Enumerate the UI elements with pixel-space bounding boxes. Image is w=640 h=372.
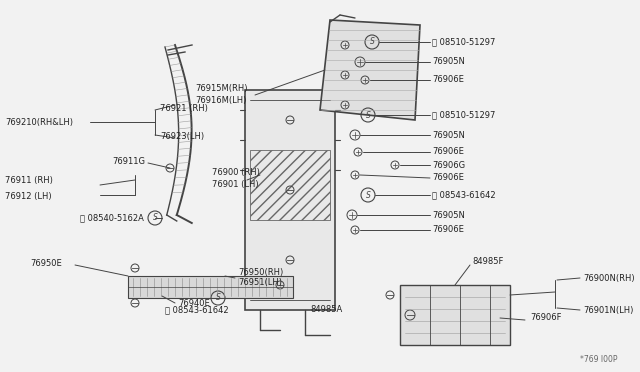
- Text: Ⓢ 08510-51297: Ⓢ 08510-51297: [432, 110, 495, 119]
- Text: Ⓢ 08510-51297: Ⓢ 08510-51297: [432, 38, 495, 46]
- Bar: [250, 150, 330, 220]
- Text: 84985A: 84985A: [310, 305, 342, 314]
- Text: 76906F: 76906F: [530, 314, 561, 323]
- Text: 76950(RH): 76950(RH): [238, 267, 284, 276]
- Bar: [400, 285, 510, 345]
- Text: 76911 (RH): 76911 (RH): [5, 176, 53, 185]
- Text: 76901 (LH): 76901 (LH): [212, 180, 259, 189]
- Text: 76905N: 76905N: [432, 211, 465, 219]
- Bar: [128, 276, 293, 298]
- Text: S: S: [365, 190, 371, 199]
- Text: S: S: [365, 110, 371, 119]
- Text: 76940E: 76940E: [178, 298, 210, 308]
- Text: 76905N: 76905N: [432, 131, 465, 140]
- Text: 76912 (LH): 76912 (LH): [5, 192, 52, 201]
- Text: 76951(LH): 76951(LH): [238, 279, 282, 288]
- Text: *769 l00P: *769 l00P: [580, 356, 618, 365]
- Text: 76900N(RH): 76900N(RH): [583, 273, 635, 282]
- Text: 76906E: 76906E: [432, 148, 464, 157]
- Text: 76950E: 76950E: [30, 259, 61, 267]
- Text: S: S: [152, 214, 157, 222]
- Bar: [245, 90, 335, 310]
- Text: 769210(RH&LH): 769210(RH&LH): [5, 118, 73, 126]
- Text: Ⓢ 08543-61642: Ⓢ 08543-61642: [432, 190, 495, 199]
- Text: S: S: [216, 294, 220, 302]
- Text: 76900 (RH): 76900 (RH): [212, 167, 260, 176]
- Text: Ⓢ 08543-61642: Ⓢ 08543-61642: [165, 305, 228, 314]
- Text: 76906E: 76906E: [432, 76, 464, 84]
- Text: 76923(LH): 76923(LH): [160, 131, 204, 141]
- Text: 76906G: 76906G: [432, 160, 465, 170]
- Text: 76906E: 76906E: [432, 173, 464, 183]
- Text: 76905N: 76905N: [432, 58, 465, 67]
- Text: 76911G: 76911G: [112, 157, 145, 167]
- Text: 76916M(LH): 76916M(LH): [195, 96, 246, 105]
- Text: Ⓢ 08540-5162A: Ⓢ 08540-5162A: [80, 214, 144, 222]
- Text: 76915M(RH): 76915M(RH): [195, 83, 248, 93]
- Polygon shape: [320, 20, 420, 120]
- Text: 76921 (RH): 76921 (RH): [160, 103, 208, 112]
- Text: S: S: [369, 38, 374, 46]
- Text: 84985F: 84985F: [472, 257, 504, 266]
- Text: 76906E: 76906E: [432, 225, 464, 234]
- Text: 76901N(LH): 76901N(LH): [583, 305, 634, 314]
